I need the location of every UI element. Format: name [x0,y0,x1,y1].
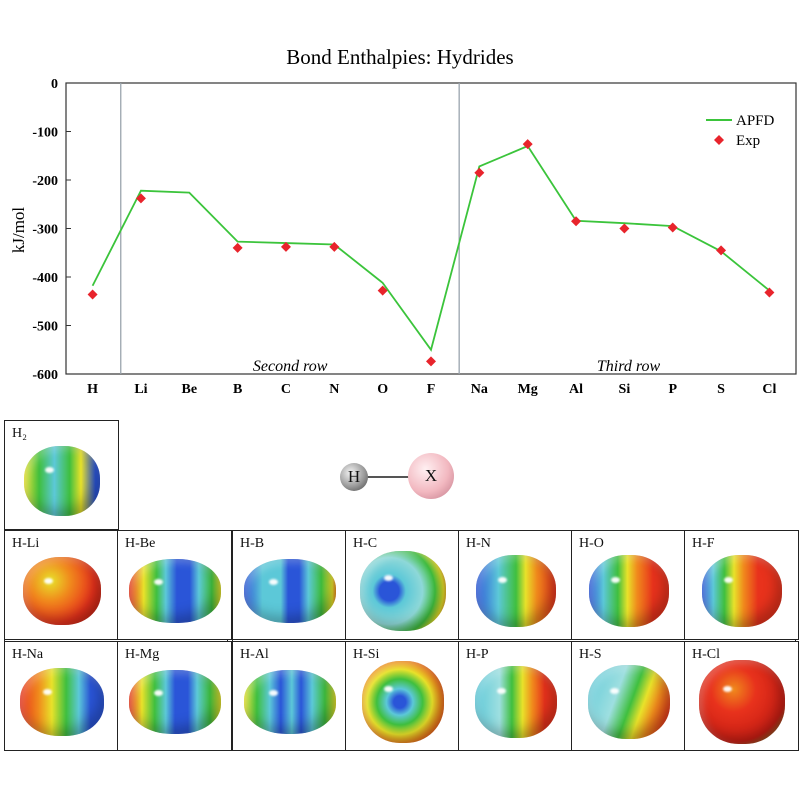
exp-marker [667,222,678,233]
potential-surface-image [701,555,782,628]
potential-surface-image [23,446,100,517]
potential-surface-image [359,551,446,632]
potential-surface-image [588,555,669,628]
surface-cell-h-s: H-S [571,641,686,751]
row-label-0: Second row [253,358,328,375]
x-tick-label: Si [619,382,631,397]
exp-marker [232,242,243,253]
x-tick-label: F [427,382,436,397]
exp-marker [716,245,727,256]
exp-marker [474,167,485,178]
atom-h-label: H [347,467,361,486]
surface-label: H-Si [353,647,380,662]
potential-surface-image [243,670,336,735]
exp-marker [426,356,436,367]
x-tick-label: N [329,382,339,397]
exp-marker [329,241,340,252]
potential-surface-image [474,666,557,739]
surface-label: H₂ [12,426,27,441]
chart-title: Bond Enthalpies: Hydrides [286,45,513,69]
surface-cell-h-o: H-O [571,530,686,640]
exp-marker [377,285,388,296]
surface-cell-h-mg: H-Mg [117,641,232,751]
x-tick-label: P [668,382,677,397]
potential-surface-image [22,557,101,626]
y-axis-label: kJ/mol [9,207,28,254]
surface-label: H-S [579,647,602,662]
y-tick-label: -200 [32,174,58,189]
surface-label: H-O [579,536,604,551]
legend: APFD Exp [706,113,775,149]
surface-label: H-P [466,647,489,662]
surface-cell-h2: H₂ [4,420,119,530]
x-tick-label: Li [134,382,147,397]
y-tick-label: -500 [32,320,58,335]
surface-label: H-Cl [692,647,720,662]
surface-label: H-N [466,536,491,551]
exp-marker [135,193,146,204]
bond-enthalpy-chart: Bond Enthalpies: Hydrides 0 -100 -200 -300 -… [9,45,797,397]
x-tick-label: Na [471,382,488,397]
exp-marker [87,289,98,300]
surface-cell-h-na: H-Na [4,641,119,751]
potential-surface-image [475,555,556,628]
x-tick-label: H [87,382,98,397]
exp-marker [522,139,533,150]
y-tick-label: -100 [32,126,58,141]
potential-surface-image [128,670,221,735]
x-tick-label: Mg [518,382,538,397]
surface-cell-h-p: H-P [458,641,573,751]
potential-surface-image [243,559,336,624]
surface-cell-h-f: H-F [684,530,799,640]
surface-label: H-C [353,536,378,551]
surface-cell-h-si: H-Si [345,641,460,751]
surface-cell-h-be: H-Be [117,530,232,640]
y-tick-label: 0 [51,77,58,92]
surface-cell-h-b: H-B [232,530,347,640]
x-tick-label: Al [569,382,583,397]
h-x-diagram: H X [330,445,470,505]
surface-label: H-Be [125,536,156,551]
exp-marker [619,223,630,234]
exp-marker [571,216,582,227]
surface-label: H-Al [240,647,269,662]
atom-h: H [340,463,368,491]
x-tick-label: B [233,382,242,397]
atom-x: X [408,453,454,499]
potential-surface-image [361,661,444,744]
surface-cell-h-al: H-Al [232,641,347,751]
legend-label-apfd: APFD [736,113,775,129]
potential-surface-image [19,668,104,737]
atom-x-label: X [424,466,438,485]
x-tick-label: Be [181,382,197,397]
bond-line [362,476,412,478]
legend-label-exp: Exp [736,133,760,149]
surface-cell-h-n: H-N [458,530,573,640]
y-tick-label: -400 [32,271,58,286]
potential-surface-image [698,660,785,745]
surface-cell-h-li: H-Li [4,530,119,640]
y-tick-label: -600 [32,368,58,383]
potential-surface-image [587,665,670,740]
surface-label: H-B [240,536,265,551]
row-label-1: Third row [597,358,661,375]
surface-label: H-F [692,536,715,551]
exp-marker [280,241,291,252]
legend-marker-exp [714,135,724,145]
surface-cell-h-c: H-C [345,530,460,640]
plot-frame [65,82,797,375]
x-tick-label: S [717,382,725,397]
surface-label: H-Li [12,536,40,551]
surface-cell-h-cl: H-Cl [684,641,799,751]
x-tick-label: O [377,382,388,397]
exp-marker [764,287,775,298]
series-line-apfd [91,144,770,352]
surface-label: H-Mg [125,647,160,662]
potential-surface-image [128,559,221,624]
surface-label: H-Na [12,647,44,662]
x-tick-label: Cl [762,382,776,397]
x-tick-label: C [281,382,291,397]
y-tick-label: -300 [32,223,58,238]
